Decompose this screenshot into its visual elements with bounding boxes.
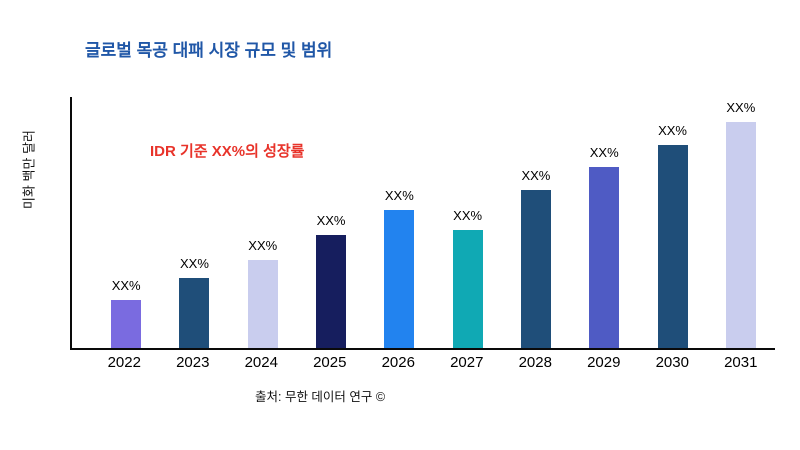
bar-2030 bbox=[657, 144, 688, 348]
y-axis-label: 미화 백만 달러 bbox=[21, 130, 37, 209]
plot-area: XX% XX% XX% XX% XX% XX% XX% XX% XX% XX% bbox=[70, 97, 775, 350]
bar-value-label: XX% bbox=[726, 100, 756, 116]
bar-group-2025: XX% bbox=[297, 97, 365, 348]
bar-2023 bbox=[179, 277, 210, 348]
bar-value-label: XX% bbox=[111, 278, 141, 294]
bar-2031 bbox=[725, 122, 756, 348]
bar-value-label: XX% bbox=[589, 145, 619, 161]
bar-group-2031: XX% bbox=[707, 97, 775, 348]
source-note: 출처: 무한 데이터 연구 © bbox=[255, 390, 386, 404]
bar-2022 bbox=[111, 300, 142, 348]
bar-value-label: XX% bbox=[521, 167, 551, 183]
x-tick-2030: 2030 bbox=[655, 354, 689, 371]
bar-group-2023: XX% bbox=[160, 97, 228, 348]
x-tick-2031: 2031 bbox=[724, 354, 758, 371]
bar-value-label: XX% bbox=[453, 208, 483, 224]
bar-2027 bbox=[452, 230, 483, 348]
bar-group-2024: XX% bbox=[229, 97, 297, 348]
bar-2029 bbox=[589, 167, 620, 348]
x-axis-ticks: 2022 2023 2024 2025 2026 2027 2028 2029 2030 2031 bbox=[70, 354, 775, 371]
bar-2028 bbox=[520, 189, 551, 348]
bar-value-label: XX% bbox=[316, 213, 346, 229]
bar-value-label: XX% bbox=[658, 122, 687, 138]
bar-value-label: XX% bbox=[248, 238, 278, 254]
bar-group-2026: XX% bbox=[365, 97, 433, 348]
bar-value-label: XX% bbox=[384, 187, 414, 203]
bar-2026 bbox=[384, 209, 415, 348]
bar-group-2028: XX% bbox=[502, 97, 570, 348]
x-tick-2029: 2029 bbox=[587, 354, 621, 371]
bar-value-label: XX% bbox=[179, 255, 209, 271]
bar-2025 bbox=[316, 235, 347, 348]
x-tick-2023: 2023 bbox=[176, 354, 210, 371]
x-tick-2024: 2024 bbox=[244, 354, 278, 371]
bar-group-2027: XX% bbox=[433, 97, 501, 348]
bar-group-2022: XX% bbox=[92, 97, 160, 348]
bar-group-2030: XX% bbox=[638, 97, 706, 348]
bar-2024 bbox=[247, 260, 278, 348]
chart-title: 글로벌 목공 대패 시장 규모 및 범위 bbox=[85, 41, 333, 60]
bar-group-2029: XX% bbox=[570, 97, 638, 348]
x-tick-2028: 2028 bbox=[518, 354, 552, 371]
x-tick-2022: 2022 bbox=[107, 354, 141, 371]
x-tick-2025: 2025 bbox=[313, 354, 347, 371]
x-tick-2026: 2026 bbox=[381, 354, 415, 371]
growth-annotation: IDR 기준 XX%의 성장률 bbox=[150, 143, 305, 160]
x-tick-2027: 2027 bbox=[450, 354, 484, 371]
